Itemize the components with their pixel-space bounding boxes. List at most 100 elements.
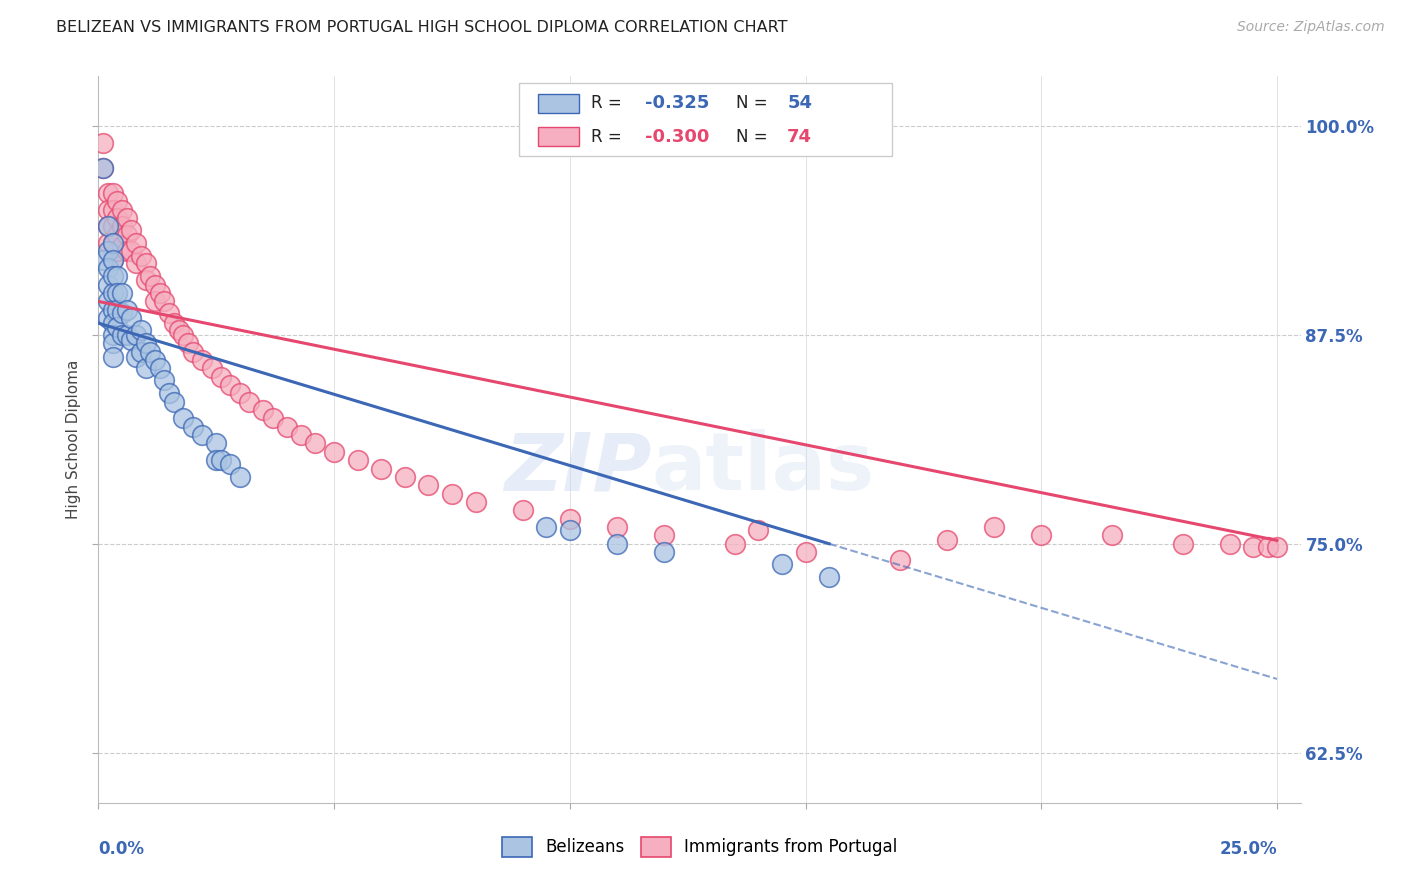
Point bbox=[464, 495, 486, 509]
Point bbox=[205, 436, 228, 450]
Point bbox=[115, 327, 138, 342]
Point bbox=[125, 327, 148, 342]
Point bbox=[936, 533, 959, 548]
Point bbox=[101, 235, 124, 250]
Point bbox=[191, 353, 214, 368]
Point bbox=[558, 524, 581, 538]
Point bbox=[983, 520, 1005, 534]
Point bbox=[115, 244, 138, 259]
Point bbox=[105, 227, 128, 242]
Text: N =: N = bbox=[735, 95, 772, 112]
Point bbox=[536, 520, 558, 534]
Point bbox=[125, 235, 148, 250]
Point bbox=[101, 302, 124, 317]
Point bbox=[181, 344, 204, 359]
Point bbox=[105, 319, 128, 334]
Point bbox=[889, 553, 911, 567]
Point bbox=[167, 323, 190, 337]
Point bbox=[97, 219, 120, 234]
Point bbox=[129, 323, 152, 337]
Point bbox=[101, 269, 124, 284]
Point bbox=[101, 286, 124, 301]
Point bbox=[101, 186, 124, 200]
Point bbox=[97, 202, 120, 217]
Point bbox=[724, 537, 747, 551]
Point bbox=[105, 286, 128, 301]
Point bbox=[418, 478, 440, 492]
Point bbox=[346, 453, 368, 467]
Point bbox=[200, 361, 222, 376]
Text: BELIZEAN VS IMMIGRANTS FROM PORTUGAL HIGH SCHOOL DIPLOMA CORRELATION CHART: BELIZEAN VS IMMIGRANTS FROM PORTUGAL HIG… bbox=[56, 20, 787, 35]
Point bbox=[105, 244, 128, 259]
Text: -0.325: -0.325 bbox=[645, 95, 710, 112]
Point bbox=[97, 277, 120, 292]
Point bbox=[97, 260, 120, 275]
Point bbox=[512, 503, 534, 517]
Point bbox=[219, 457, 242, 471]
Point bbox=[129, 249, 152, 263]
Text: N =: N = bbox=[735, 128, 772, 146]
Point bbox=[111, 219, 134, 234]
Point bbox=[101, 350, 124, 364]
Point bbox=[229, 470, 252, 484]
Point bbox=[125, 350, 148, 364]
Point bbox=[163, 394, 186, 409]
FancyBboxPatch shape bbox=[538, 128, 579, 146]
Point bbox=[143, 294, 166, 309]
Text: ZIP: ZIP bbox=[503, 429, 651, 508]
Point bbox=[120, 333, 142, 347]
Text: atlas: atlas bbox=[651, 429, 875, 508]
Point bbox=[135, 361, 157, 376]
Point bbox=[229, 386, 252, 401]
Point bbox=[91, 161, 114, 175]
Point bbox=[111, 202, 134, 217]
Point bbox=[129, 344, 152, 359]
Point bbox=[1171, 537, 1194, 551]
Point bbox=[163, 316, 186, 330]
Point bbox=[262, 411, 284, 425]
Point bbox=[91, 161, 114, 175]
Text: R =: R = bbox=[592, 128, 627, 146]
Point bbox=[558, 511, 581, 525]
Point bbox=[139, 344, 162, 359]
Point bbox=[135, 273, 157, 287]
Point bbox=[97, 186, 120, 200]
Point bbox=[111, 327, 134, 342]
Point bbox=[143, 277, 166, 292]
Point bbox=[181, 419, 204, 434]
Point bbox=[120, 222, 142, 236]
Point bbox=[652, 545, 675, 559]
Point bbox=[91, 252, 114, 267]
FancyBboxPatch shape bbox=[519, 83, 891, 156]
Point bbox=[97, 244, 120, 259]
Point bbox=[97, 311, 120, 326]
FancyBboxPatch shape bbox=[538, 94, 579, 113]
Point bbox=[101, 336, 124, 351]
Point bbox=[205, 453, 228, 467]
Point bbox=[125, 256, 148, 270]
Point bbox=[111, 239, 134, 253]
Legend: Belizeans, Immigrants from Portugal: Belizeans, Immigrants from Portugal bbox=[495, 830, 904, 863]
Point bbox=[149, 361, 172, 376]
Point bbox=[1241, 540, 1264, 554]
Point bbox=[191, 428, 214, 442]
Point bbox=[111, 286, 134, 301]
Text: R =: R = bbox=[592, 95, 627, 112]
Point bbox=[143, 353, 166, 368]
Point bbox=[157, 386, 180, 401]
Point bbox=[115, 211, 138, 225]
Point bbox=[115, 302, 138, 317]
Point bbox=[209, 453, 232, 467]
Point bbox=[652, 528, 675, 542]
Point bbox=[794, 545, 817, 559]
Point bbox=[101, 235, 124, 250]
Point bbox=[1257, 540, 1279, 554]
Point bbox=[219, 378, 242, 392]
Point bbox=[747, 524, 769, 538]
Point bbox=[115, 227, 138, 242]
Point bbox=[153, 294, 176, 309]
Point bbox=[209, 369, 232, 384]
Text: -0.300: -0.300 bbox=[645, 128, 710, 146]
Point bbox=[139, 269, 162, 284]
Point bbox=[149, 286, 172, 301]
